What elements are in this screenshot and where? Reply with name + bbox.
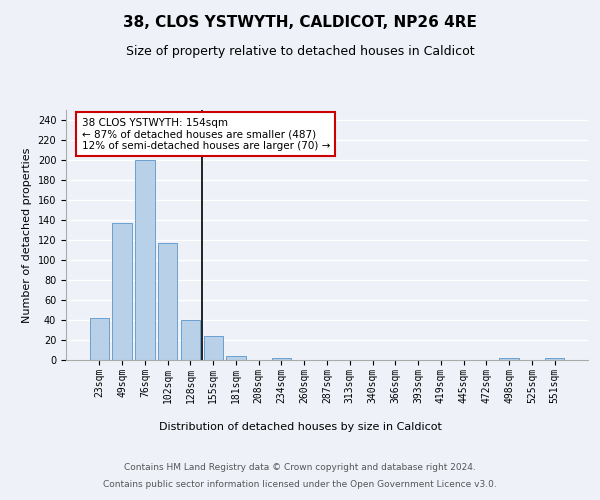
Y-axis label: Number of detached properties: Number of detached properties xyxy=(22,148,32,322)
Bar xyxy=(112,223,132,360)
Bar xyxy=(135,160,155,360)
Bar xyxy=(499,358,519,360)
Text: Contains public sector information licensed under the Open Government Licence v3: Contains public sector information licen… xyxy=(103,480,497,489)
Text: Size of property relative to detached houses in Caldicot: Size of property relative to detached ho… xyxy=(125,45,475,58)
Bar xyxy=(158,243,178,360)
Text: Distribution of detached houses by size in Caldicot: Distribution of detached houses by size … xyxy=(158,422,442,432)
Bar xyxy=(272,358,291,360)
Text: 38, CLOS YSTWYTH, CALDICOT, NP26 4RE: 38, CLOS YSTWYTH, CALDICOT, NP26 4RE xyxy=(123,15,477,30)
Bar xyxy=(545,358,564,360)
Bar xyxy=(181,320,200,360)
Text: 38 CLOS YSTWYTH: 154sqm
← 87% of detached houses are smaller (487)
12% of semi-d: 38 CLOS YSTWYTH: 154sqm ← 87% of detache… xyxy=(82,118,330,150)
Bar xyxy=(203,336,223,360)
Bar xyxy=(90,318,109,360)
Bar xyxy=(226,356,245,360)
Text: Contains HM Land Registry data © Crown copyright and database right 2024.: Contains HM Land Registry data © Crown c… xyxy=(124,462,476,471)
